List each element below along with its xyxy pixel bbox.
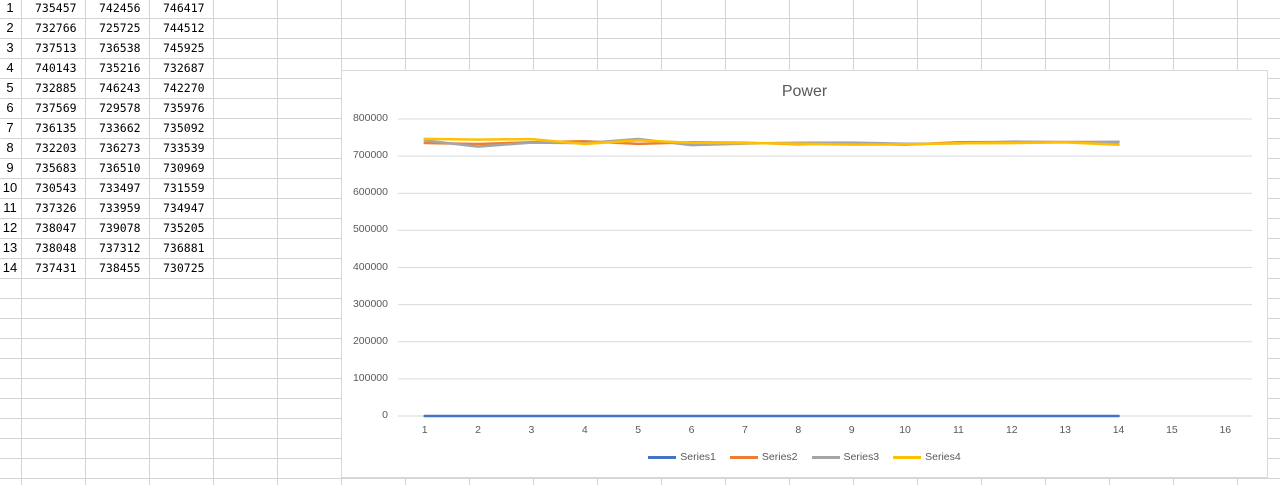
row-number[interactable]: 5 — [0, 78, 20, 98]
row-number[interactable]: 6 — [0, 98, 20, 118]
legend-swatch — [730, 456, 758, 459]
row-number[interactable]: 1 — [0, 0, 20, 18]
cell-b[interactable]: 735216 — [99, 58, 141, 78]
x-tick-label: 9 — [837, 424, 867, 436]
chart-legend: Series1 Series2 Series3 Series4 — [342, 451, 1267, 463]
cell-c[interactable]: 736881 — [163, 238, 205, 258]
legend-item-series1: Series1 — [648, 451, 716, 463]
legend-label: Series3 — [844, 451, 880, 463]
row-number[interactable]: 10 — [0, 178, 20, 198]
cell-a[interactable]: 737431 — [35, 258, 77, 278]
row-number[interactable]: 12 — [0, 218, 20, 238]
cell-c[interactable]: 730969 — [163, 158, 205, 178]
legend-label: Series4 — [925, 451, 961, 463]
cell-c[interactable]: 734947 — [163, 198, 205, 218]
y-tick-label: 400000 — [353, 261, 388, 273]
x-tick-label: 7 — [730, 424, 760, 436]
row-number[interactable]: 14 — [0, 258, 20, 278]
row-number[interactable]: 8 — [0, 138, 20, 158]
row-number[interactable]: 3 — [0, 38, 20, 58]
x-tick-label: 5 — [623, 424, 653, 436]
cell-a[interactable]: 738048 — [35, 238, 77, 258]
legend-item-series4: Series4 — [893, 451, 961, 463]
row-number[interactable]: 9 — [0, 158, 20, 178]
cell-a[interactable]: 732203 — [35, 138, 77, 158]
x-tick-label: 2 — [463, 424, 493, 436]
cell-c[interactable]: 744512 — [163, 18, 205, 38]
row-number[interactable]: 11 — [0, 198, 20, 218]
cell-a[interactable]: 735457 — [35, 0, 77, 18]
cell-a[interactable]: 732885 — [35, 78, 77, 98]
cell-c[interactable]: 746417 — [163, 0, 205, 18]
legend-swatch — [893, 456, 921, 459]
row-number[interactable]: 4 — [0, 58, 20, 78]
cell-c[interactable]: 735976 — [163, 98, 205, 118]
y-tick-label: 0 — [382, 409, 388, 421]
row-number[interactable]: 7 — [0, 118, 20, 138]
cell-b[interactable]: 736538 — [99, 38, 141, 58]
chart-plot — [342, 71, 1267, 477]
cell-c[interactable]: 735092 — [163, 118, 205, 138]
legend-label: Series2 — [762, 451, 798, 463]
y-tick-label: 500000 — [353, 223, 388, 235]
cell-a[interactable]: 737513 — [35, 38, 77, 58]
cell-b[interactable]: 746243 — [99, 78, 141, 98]
x-tick-label: 3 — [516, 424, 546, 436]
x-tick-label: 15 — [1157, 424, 1187, 436]
cell-b[interactable]: 739078 — [99, 218, 141, 238]
cell-b[interactable]: 738455 — [99, 258, 141, 278]
cell-b[interactable]: 733959 — [99, 198, 141, 218]
x-tick-label: 4 — [570, 424, 600, 436]
cell-c[interactable]: 730725 — [163, 258, 205, 278]
cell-a[interactable]: 737569 — [35, 98, 77, 118]
cell-b[interactable]: 733662 — [99, 118, 141, 138]
cell-a[interactable]: 730543 — [35, 178, 77, 198]
x-tick-label: 14 — [1104, 424, 1134, 436]
x-tick-label: 1 — [410, 424, 440, 436]
cell-c[interactable]: 745925 — [163, 38, 205, 58]
x-tick-label: 16 — [1210, 424, 1240, 436]
cell-b[interactable]: 733497 — [99, 178, 141, 198]
x-tick-label: 6 — [677, 424, 707, 436]
y-tick-label: 300000 — [353, 298, 388, 310]
y-tick-label: 800000 — [353, 112, 388, 124]
cell-b[interactable]: 729578 — [99, 98, 141, 118]
legend-swatch — [812, 456, 840, 459]
row-number[interactable]: 2 — [0, 18, 20, 38]
cell-c[interactable]: 731559 — [163, 178, 205, 198]
cell-b[interactable]: 736510 — [99, 158, 141, 178]
cell-b[interactable]: 742456 — [99, 0, 141, 18]
y-tick-label: 600000 — [353, 186, 388, 198]
x-tick-label: 10 — [890, 424, 920, 436]
cell-b[interactable]: 736273 — [99, 138, 141, 158]
legend-label: Series1 — [680, 451, 716, 463]
cell-b[interactable]: 725725 — [99, 18, 141, 38]
cell-c[interactable]: 733539 — [163, 138, 205, 158]
y-tick-label: 700000 — [353, 149, 388, 161]
x-tick-label: 12 — [997, 424, 1027, 436]
y-tick-label: 200000 — [353, 335, 388, 347]
cell-a[interactable]: 738047 — [35, 218, 77, 238]
row-number[interactable]: 13 — [0, 238, 20, 258]
x-tick-label: 8 — [783, 424, 813, 436]
line-chart[interactable]: Power 0 100000 200000 300000 400000 500000 600… — [341, 70, 1268, 478]
cell-a[interactable]: 735683 — [35, 158, 77, 178]
legend-swatch — [648, 456, 676, 459]
y-tick-label: 100000 — [353, 372, 388, 384]
legend-item-series3: Series3 — [812, 451, 880, 463]
cell-c[interactable]: 742270 — [163, 78, 205, 98]
cell-a[interactable]: 737326 — [35, 198, 77, 218]
cell-b[interactable]: 737312 — [99, 238, 141, 258]
legend-item-series2: Series2 — [730, 451, 798, 463]
cell-a[interactable]: 740143 — [35, 58, 77, 78]
x-tick-label: 11 — [943, 424, 973, 436]
cell-c[interactable]: 732687 — [163, 58, 205, 78]
x-tick-label: 13 — [1050, 424, 1080, 436]
cell-a[interactable]: 736135 — [35, 118, 77, 138]
cell-a[interactable]: 732766 — [35, 18, 77, 38]
cell-c[interactable]: 735205 — [163, 218, 205, 238]
